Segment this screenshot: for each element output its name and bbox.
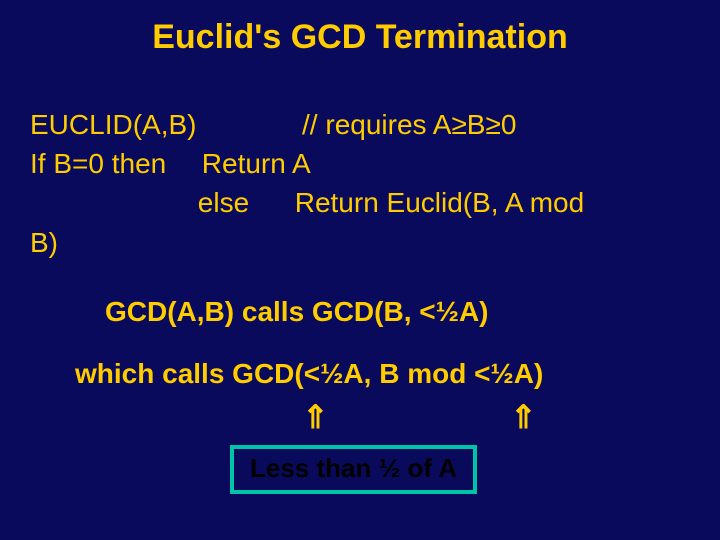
highlight-box: Less than ½ of A bbox=[230, 445, 477, 494]
call-line: GCD(A,B) calls GCD(B, <½A) bbox=[105, 296, 489, 328]
slide: Euclid's GCD Termination EUCLID(A,B) // … bbox=[0, 0, 720, 540]
algo-line-4: B) bbox=[30, 223, 584, 262]
algo-line-2: If B=0 then Return A bbox=[30, 144, 584, 183]
which-line: which calls GCD(<½A, B mod <½A) bbox=[75, 358, 543, 390]
algo-line3-right: Return Euclid(B, A mod bbox=[295, 187, 584, 218]
algo-line-1: EUCLID(A,B) // requires A≥B≥0 bbox=[30, 105, 584, 144]
algo-line1-left: EUCLID(A,B) bbox=[30, 109, 196, 140]
algo-line2-left: If B=0 then bbox=[30, 148, 166, 179]
algo-line1-right: // requires A≥B≥0 bbox=[302, 109, 516, 140]
algo-line2-right: Return A bbox=[202, 148, 311, 179]
slide-title: Euclid's GCD Termination bbox=[0, 18, 720, 57]
algo-line-3: else Return Euclid(B, A mod bbox=[30, 183, 584, 222]
arrow-up-icon: ⇑ bbox=[302, 398, 329, 436]
algo-line3-left: else bbox=[198, 187, 249, 218]
arrow-up-icon: ⇑ bbox=[510, 398, 537, 436]
algorithm-block: EUCLID(A,B) // requires A≥B≥0 If B=0 the… bbox=[30, 105, 584, 262]
box-text: Less than ½ of A bbox=[230, 445, 477, 494]
